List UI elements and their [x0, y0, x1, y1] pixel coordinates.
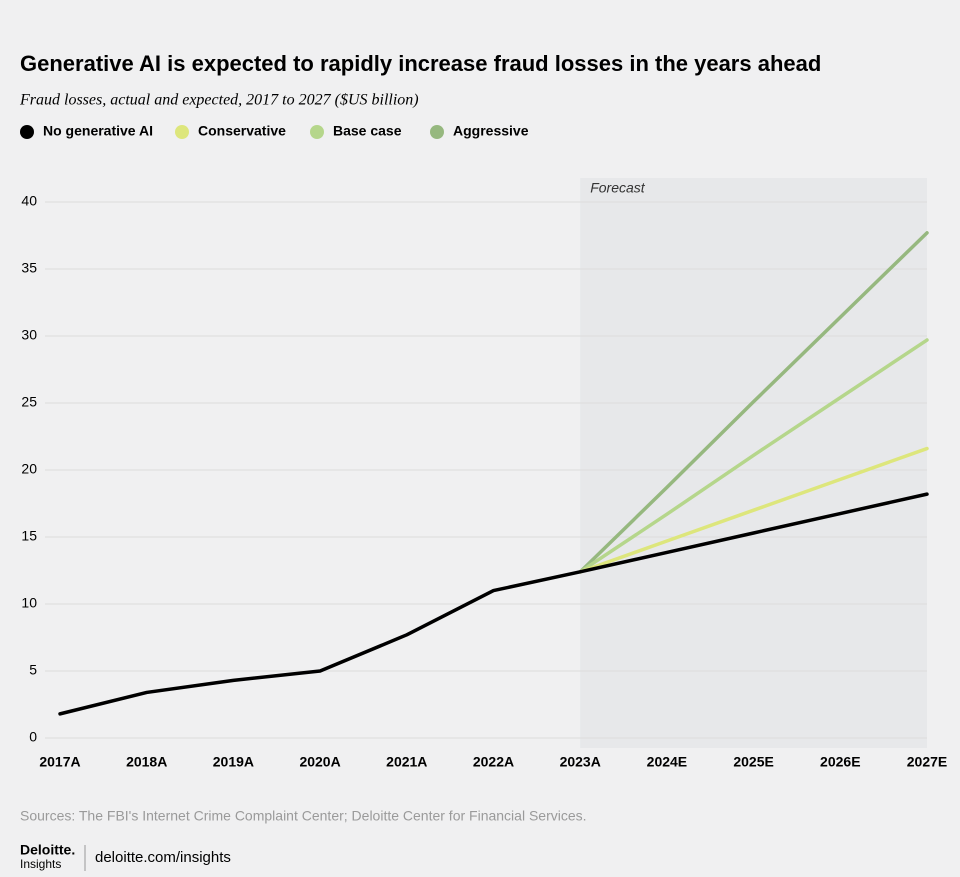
y-tick-label: 25 [21, 394, 37, 410]
url: deloitte.com/insights [95, 849, 231, 866]
x-tick-label: 2018A [126, 754, 167, 770]
series-line [578, 338, 929, 574]
y-tick-label: 35 [21, 260, 37, 276]
y-tick-label: 10 [21, 595, 37, 611]
legend-marker [430, 125, 444, 139]
x-tick-label: 2026E [820, 754, 860, 770]
y-tick-label: 40 [21, 193, 37, 209]
y-tick-label: 15 [21, 528, 37, 544]
source: Sources: The FBI's Internet Crime Compla… [20, 808, 587, 824]
chart-subtitle: Fraud losses, actual and expected, 2017 … [19, 92, 419, 109]
y-tick-label: 30 [21, 327, 37, 343]
x-tick-label: 2019A [213, 754, 254, 770]
x-tick-label: 2021A [386, 754, 427, 770]
y-tick-label: 5 [29, 662, 37, 678]
x-tick-label: 2017A [39, 754, 80, 770]
legend-label: Conservative [198, 123, 286, 139]
chart-title: Generative AI is expected to rapidly inc… [20, 51, 821, 76]
legend-label: No generative AI [43, 123, 153, 139]
y-tick-label: 0 [29, 729, 37, 745]
y-tick-label: 20 [21, 461, 37, 477]
forecast-label: Forecast [590, 180, 646, 196]
legend-label: Base case [333, 123, 402, 139]
legend-marker [310, 125, 324, 139]
series-line [58, 492, 929, 716]
series-line [578, 231, 929, 574]
forecast-band [580, 178, 927, 748]
x-tick-label: 2020A [299, 754, 340, 770]
series-line [578, 446, 929, 574]
brand-sub: Insights [20, 857, 61, 871]
x-tick-label: 2022A [473, 754, 514, 770]
x-tick-label: 2025E [733, 754, 773, 770]
brand: Deloitte. [20, 842, 75, 858]
x-tick-label: 2024E [647, 754, 687, 770]
x-tick-label: 2027E [907, 754, 947, 770]
legend-marker [20, 125, 34, 139]
legend-label: Aggressive [453, 123, 529, 139]
legend-marker [175, 125, 189, 139]
x-tick-label: 2023A [560, 754, 601, 770]
plot: Forecast 0 5 10 15 20 25 30 35 40 2017A 2018A 2019A 2… [20, 123, 947, 770]
